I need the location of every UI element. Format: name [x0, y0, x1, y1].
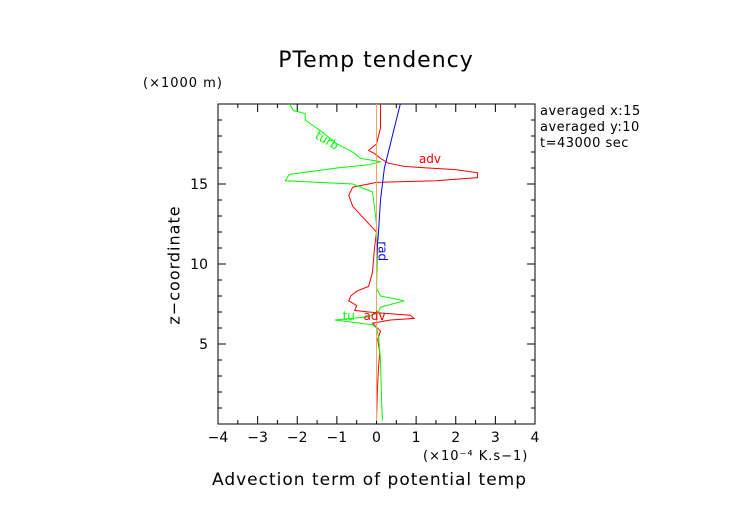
y-tick-label: 15 — [190, 177, 208, 193]
x-axis-ticks: −4 −3 −2 −1 0 1 2 3 4 — [208, 104, 540, 446]
x-tick-label: 0 — [372, 430, 381, 446]
curve-label-turb: turb — [313, 128, 342, 153]
x-tick-label: −3 — [247, 430, 268, 446]
curve-label-adv: adv — [363, 309, 385, 323]
info-time: t=43000 sec — [540, 136, 629, 151]
curve-label-adv: adv — [419, 152, 441, 166]
y-axis-unit: (×1000 m) — [143, 76, 223, 91]
y-tick-label: 5 — [199, 337, 208, 353]
x-tick-label: 3 — [491, 430, 500, 446]
x-axis-unit: (×10⁻⁴ K.s−1) — [423, 449, 529, 464]
series-line-rad — [376, 103, 401, 421]
chart-title: PTemp tendency — [278, 48, 474, 73]
curve-label-tu: tu — [343, 309, 355, 323]
series-line-turb — [284, 103, 405, 421]
x-tick-label: 1 — [412, 430, 421, 446]
x-tick-label: −4 — [208, 430, 229, 446]
x-tick-label: −1 — [327, 430, 348, 446]
x-axis-label: Advection term of potential temp — [212, 470, 528, 490]
x-tick-label: −2 — [287, 430, 308, 446]
x-tick-label: 4 — [531, 430, 540, 446]
y-tick-label: 10 — [190, 257, 208, 273]
info-averaged-y: averaged y:10 — [540, 120, 640, 135]
curve-label-rad: rad — [375, 241, 389, 261]
series-line-adv — [348, 104, 478, 421]
x-tick-label: 2 — [451, 430, 460, 446]
y-axis-ticks: 5 10 15 — [190, 119, 535, 409]
info-averaged-x: averaged x:15 — [540, 104, 641, 119]
series-group — [284, 103, 478, 421]
